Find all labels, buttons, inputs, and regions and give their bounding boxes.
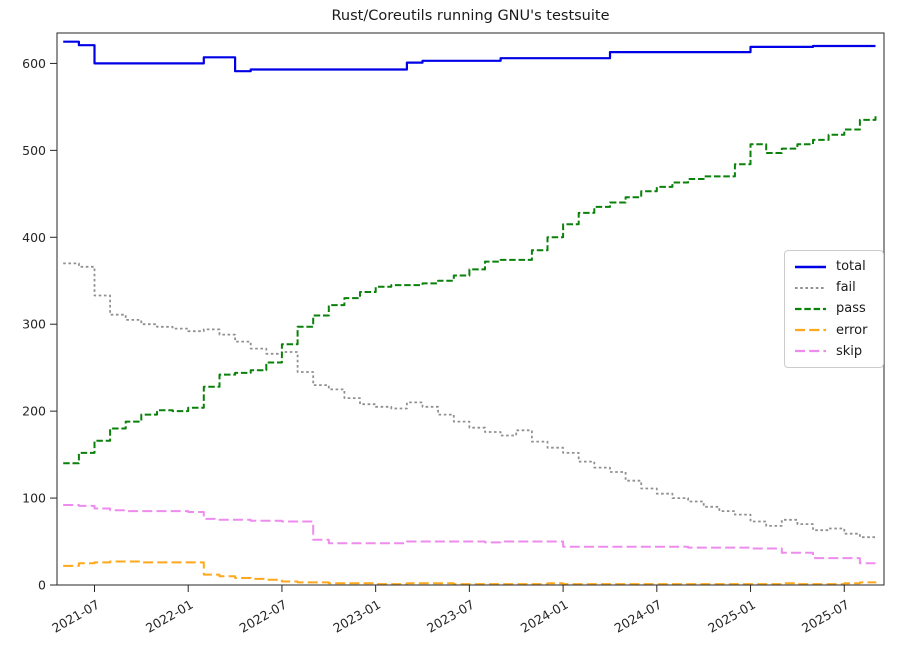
legend-item-pass: pass (785, 298, 883, 319)
legend-line-skip-icon (795, 350, 826, 353)
legend-line-total-icon (795, 265, 826, 268)
legend-line-error-icon (795, 329, 826, 332)
legend-label: skip (836, 343, 863, 359)
x-tick-label: 2022-01 (143, 597, 196, 636)
legend-item-fail: fail (785, 277, 883, 298)
plot-border (56, 32, 885, 586)
y-tick-label: 100 (22, 491, 46, 506)
series-skip (63, 504, 876, 565)
x-tick-label: 2021-07 (49, 597, 102, 636)
x-tick-label: 2023-07 (424, 597, 477, 636)
series-total (63, 40, 876, 73)
legend-item-skip: skip (785, 341, 883, 362)
series-pass (63, 115, 877, 465)
x-tick-label: 2024-07 (612, 597, 665, 636)
legend-label: pass (836, 301, 866, 317)
legend-line-pass-icon (795, 307, 826, 311)
x-tick-label: 2025-07 (799, 597, 852, 636)
x-tick-label: 2022-07 (237, 597, 290, 636)
y-tick-label: 600 (22, 56, 46, 71)
y-tick-label: 0 (38, 578, 46, 593)
legend-label: error (836, 322, 868, 338)
legend-item-total: total (785, 256, 883, 277)
legend-item-error: error (785, 320, 883, 341)
y-tick-label: 500 (22, 143, 46, 158)
chart-title: Rust/Coreutils running GNU's testsuite (331, 8, 610, 24)
legend: total fail pass error skip (784, 250, 884, 368)
legend-label: total (836, 259, 866, 275)
series-error (63, 560, 877, 586)
legend-line-fail-icon (795, 286, 826, 289)
y-tick-label: 300 (22, 317, 46, 332)
x-tick-label: 2025-01 (705, 597, 758, 636)
y-tick-label: 200 (22, 404, 46, 419)
series-fail (63, 262, 877, 539)
x-tick-label: 2023-01 (330, 597, 383, 636)
legend-label: fail (836, 280, 856, 296)
x-tick-label: 2024-01 (518, 597, 571, 636)
y-tick-label: 400 (22, 230, 46, 245)
